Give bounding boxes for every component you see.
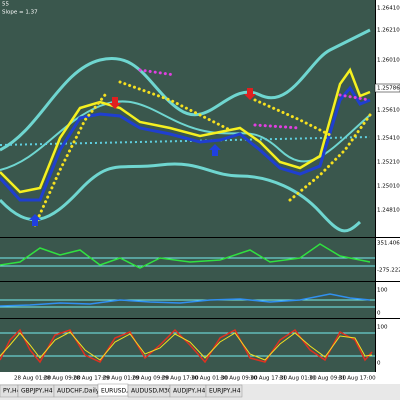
subwindow-lines (0, 243, 375, 364)
indicators (0, 28, 372, 233)
time-label: 28 Aug 09:00 (44, 376, 82, 382)
window-separators (0, 0, 400, 372)
time-axis (0, 372, 400, 384)
time-label: 30 Aug 09:00 (221, 376, 259, 382)
generated: 1.26410 1.26210 1.26010 1.25610 1.25410 1.252… (0, 6, 400, 398)
tab-label: GBPJPY,H4 (21, 388, 53, 395)
tab-label: EURJPY,H4 (209, 388, 241, 395)
current-price: 1.25786 (377, 86, 400, 92)
price-label: 1.25010 (377, 184, 400, 190)
level-dots (0, 136, 371, 146)
tab[interactable]: PY,H4 (0, 384, 21, 398)
tab-label: PY,H4 (3, 388, 21, 395)
price-label: 1.25610 (377, 108, 400, 114)
time-label: 29 Aug 17:00 (162, 376, 200, 382)
current-price-box (374, 83, 400, 93)
oscillator-line (0, 243, 371, 269)
subwindow-label: 0 (377, 311, 381, 317)
indicator-label: 55 (2, 2, 9, 8)
subwindow-label: 100 (377, 325, 388, 331)
tab-label: EURUSD,H1 (101, 388, 137, 395)
time-label: 29 Aug 09:00 (132, 376, 170, 382)
blue-line (0, 85, 371, 202)
price-label: 1.24810 (377, 208, 400, 214)
sell-arrow (244, 88, 256, 100)
time-label: 31 Aug 01:00 (280, 376, 318, 382)
tab-label: AUDUSD,M30 (131, 388, 172, 395)
sell-arrow (109, 97, 121, 109)
price-label: 1.26410 (377, 6, 400, 12)
price-label: 1.26210 (377, 28, 400, 34)
price-axis (375, 0, 400, 372)
time-label: 29 Aug 01:00 (103, 376, 141, 382)
time-label: 28 Aug 17:00 (73, 376, 111, 382)
oscillator-line (0, 293, 371, 307)
yellow-line (0, 67, 371, 194)
time-label: 31 Aug 09:00 (309, 376, 347, 382)
time-label: 28 Aug 01:00 (14, 376, 52, 382)
upper-band (0, 28, 371, 152)
tab-label: AUDCHF,Daily (57, 388, 100, 395)
subwindow-label: 100 (377, 288, 388, 294)
magenta-dots (138, 68, 372, 130)
time-label: 31 Aug 17:00 (339, 376, 377, 382)
subwindow-label: -275.2223 (377, 268, 400, 274)
tab[interactable]: AUDUSD,M30 (127, 384, 172, 398)
buy-arrow (209, 144, 221, 156)
chart-background (0, 0, 375, 372)
subwindow-label: 0 (377, 361, 381, 367)
signal-arrows (29, 88, 256, 226)
tab-label: AUDJPY,H4 (173, 388, 205, 395)
tab[interactable]: AUDCHF,Daily (53, 384, 100, 398)
price-label: 1.25210 (377, 160, 400, 166)
middle-band (0, 100, 371, 171)
time-label: 30 Aug 17:00 (250, 376, 288, 382)
tab-background (205, 384, 243, 398)
slope-label: Slope = 1.37 (2, 10, 38, 16)
tab[interactable]: AUDJPY,H4 (169, 384, 207, 398)
price-label: 1.25410 (377, 136, 400, 142)
stoch-signal (0, 331, 373, 361)
tab[interactable]: GBPJPY,H4 (17, 384, 55, 398)
time-label: 30 Aug 01:00 (191, 376, 229, 382)
tab[interactable]: EURJPY,H4 (205, 384, 243, 398)
lower-band (0, 162, 362, 233)
buy-arrow (29, 214, 41, 226)
price-label: 1.26010 (377, 58, 400, 64)
subwindow-label: 351.4064 (377, 241, 400, 247)
